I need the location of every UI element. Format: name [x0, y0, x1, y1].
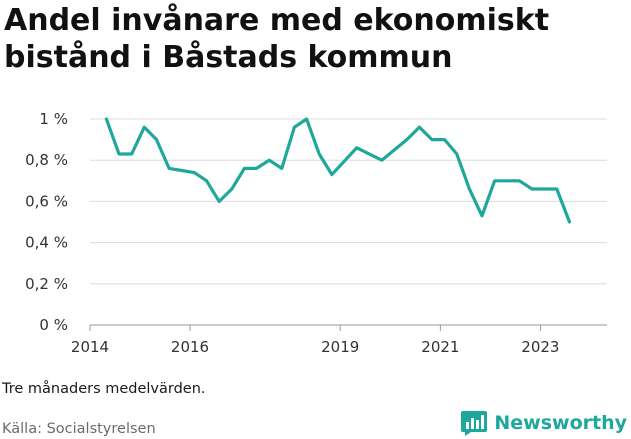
- x-tick-label: 2021: [421, 338, 459, 356]
- y-tick-label: 0,6 %: [25, 192, 68, 210]
- y-tick-label: 0 %: [39, 316, 68, 334]
- series-line: [104, 117, 572, 224]
- chart-note: Tre månaders medelvärden.: [2, 381, 206, 397]
- x-tick-label: 2023: [521, 338, 559, 356]
- newsworthy-brand[interactable]: Newsworthy: [460, 409, 627, 437]
- x-tick-label: 2016: [171, 338, 209, 356]
- y-tick-label: 1 %: [39, 110, 68, 128]
- chart-title: Andel invånare med ekonomiskt bistånd i …: [4, 3, 550, 75]
- newsworthy-logo-icon: [461, 411, 488, 436]
- brand-name: Newsworthy: [494, 412, 627, 434]
- y-tick-label: 0,2 %: [25, 275, 68, 293]
- source-text: Källa: Socialstyrelsen: [2, 421, 156, 437]
- x-tick-label: 2019: [321, 338, 359, 356]
- x-tick-label: 2014: [71, 338, 109, 356]
- y-tick-label: 0,8 %: [25, 151, 68, 169]
- y-tick-label: 0,4 %: [25, 234, 68, 252]
